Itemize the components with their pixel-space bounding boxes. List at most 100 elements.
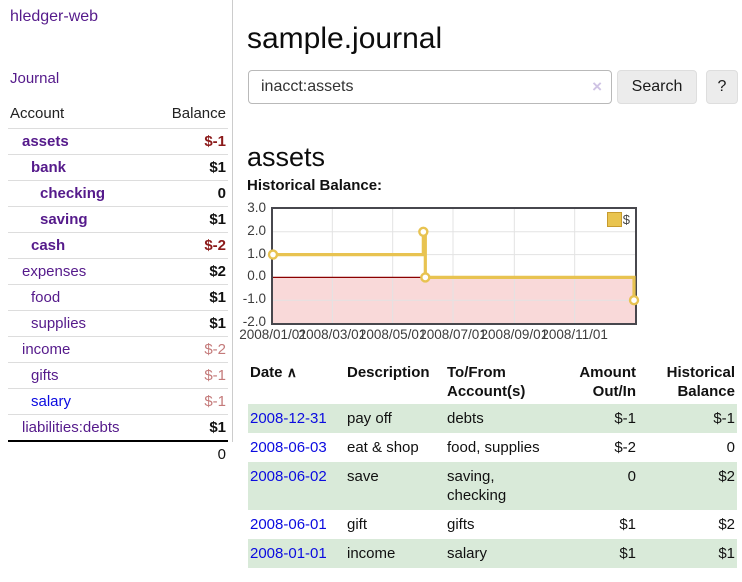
account-balance: $1	[153, 310, 228, 337]
chart-legend: $	[606, 212, 630, 227]
brand-link[interactable]: hledger-web	[10, 8, 99, 25]
transaction-description: save	[347, 468, 379, 485]
account-balance: $1	[153, 154, 228, 181]
account-heading: assets	[247, 142, 326, 173]
x-axis-tick-label: 2008/03/01	[298, 327, 367, 342]
account-row-assets: assets $-1	[8, 128, 228, 155]
chart-title: Historical Balance:	[247, 177, 383, 194]
account-row-income: income $-2	[8, 336, 228, 363]
y-axis-tick-label: 1.0	[247, 245, 266, 261]
transaction-row: 2008-12-31 pay off debts $-1 $-1	[248, 404, 737, 433]
accounts-col-balance: Balance	[171, 105, 226, 122]
sidebar-item-journal[interactable]: Journal	[10, 70, 60, 87]
account-row-food: food $1	[8, 284, 228, 311]
transaction-accounts: food, supplies	[447, 439, 540, 456]
account-link-food[interactable]: food	[31, 289, 61, 306]
transaction-accounts: saving, checking	[447, 468, 507, 504]
register-col-date-label: Date	[250, 364, 283, 381]
legend-swatch-icon	[606, 212, 622, 227]
register-table: Date ∧ Description To/From Account(s) Am…	[248, 360, 737, 568]
transaction-amount: 0	[627, 468, 636, 485]
y-axis-tick-label: 0.0	[247, 268, 266, 284]
transaction-date-link[interactable]: 2008-12-31	[250, 410, 327, 427]
transaction-amount: $1	[619, 516, 636, 533]
transaction-balance: $2	[718, 468, 735, 485]
account-row-supplies: supplies $1	[8, 310, 228, 337]
register-col-date[interactable]: Date ∧	[248, 360, 345, 404]
transaction-accounts: salary	[447, 545, 488, 562]
register-col-amount-line2: Out/In	[592, 383, 636, 400]
search-button[interactable]: Search	[617, 70, 697, 104]
register-col-accounts-line1: To/From	[447, 364, 506, 381]
data-point-marker	[267, 249, 279, 260]
account-link-liabilities-debts[interactable]: liabilities:debts	[22, 419, 120, 436]
register-header-row: Date ∧ Description To/From Account(s) Am…	[248, 360, 737, 404]
account-balance: $-1	[153, 388, 228, 415]
register-col-balance-line2: Balance	[677, 383, 735, 400]
transaction-row: 2008-01-01 income salary $1 $1	[248, 539, 737, 568]
y-axis-tick-label: 2.0	[247, 222, 266, 238]
transaction-date-link[interactable]: 2008-06-02	[250, 468, 327, 485]
search-input[interactable]	[248, 70, 612, 104]
account-link-bank[interactable]: bank	[31, 159, 67, 176]
transaction-description: pay off	[347, 410, 392, 427]
register-col-accounts-line2: Account(s)	[447, 383, 526, 400]
account-row-expenses: expenses $2	[8, 258, 228, 285]
account-row-saving: saving $1	[8, 206, 228, 233]
register-col-amount-line1: Amount	[579, 364, 636, 381]
account-link-checking[interactable]: checking	[40, 185, 106, 202]
data-point-marker	[628, 294, 640, 306]
account-row-gifts: gifts $-1	[8, 362, 228, 389]
account-link-supplies[interactable]: supplies	[31, 315, 87, 332]
transaction-description: eat & shop	[347, 439, 419, 456]
account-link-gifts[interactable]: gifts	[31, 367, 59, 384]
x-axis-tick-label: 2008/05/01	[358, 327, 427, 342]
account-balance: $-1	[153, 128, 228, 155]
search-box: ×	[248, 70, 612, 104]
account-balance: $1	[153, 206, 228, 233]
account-link-cash[interactable]: cash	[31, 237, 66, 254]
page-title: sample.journal	[247, 22, 443, 56]
transaction-row: 2008-06-03 eat & shop food, supplies $-2…	[248, 433, 737, 462]
account-link-salary[interactable]: salary	[31, 393, 72, 410]
transaction-date-link[interactable]: 2008-01-01	[250, 545, 327, 562]
account-link-assets[interactable]: assets	[22, 133, 69, 150]
account-row-salary: salary $-1	[8, 388, 228, 415]
help-button[interactable]: ?	[706, 70, 738, 104]
x-axis-tick-label: 2008/09/01	[480, 327, 549, 342]
register-col-accounts: To/From Account(s)	[445, 360, 555, 404]
transaction-amount: $-2	[614, 439, 636, 456]
account-link-income[interactable]: income	[22, 341, 71, 358]
historical-balance-chart: $	[267, 207, 640, 325]
accounts-col-account: Account	[10, 105, 65, 122]
accounts-table: Account Balance assets $-1 bank $1 check…	[8, 101, 228, 467]
accounts-header-row: Account Balance	[8, 101, 228, 129]
transaction-row: 2008-06-02 save saving, checking 0 $2	[248, 462, 737, 510]
account-balance: $1	[153, 414, 228, 441]
clear-search-icon[interactable]: ×	[592, 77, 602, 96]
transaction-balance: $1	[718, 545, 735, 562]
data-point-marker	[420, 272, 431, 283]
account-link-expenses[interactable]: expenses	[22, 263, 87, 280]
account-row-bank: bank $1	[8, 154, 228, 181]
account-balance: $1	[153, 284, 228, 311]
account-balance: 0	[153, 180, 228, 207]
accounts-total-value: 0	[153, 440, 228, 467]
transaction-amount: $1	[619, 545, 636, 562]
account-balance: $-2	[153, 336, 228, 363]
y-axis-tick-label: -1.0	[242, 291, 266, 307]
x-axis-tick-label: 2008/07/01	[419, 327, 487, 342]
transaction-date-link[interactable]: 2008-06-01	[250, 516, 327, 533]
register-col-amount: Amount Out/In	[555, 360, 638, 404]
transaction-accounts: debts	[447, 410, 484, 427]
transaction-description: gift	[347, 516, 368, 533]
y-axis-tick-label: 3.0	[247, 200, 266, 215]
register-col-description: Description	[347, 364, 430, 381]
transaction-row: 2008-06-01 gift gifts $1 $2	[248, 510, 737, 539]
accounts-total-row: 0	[8, 440, 228, 467]
transaction-date-link[interactable]: 2008-06-03	[250, 439, 327, 456]
sidebar-divider	[232, 0, 233, 442]
account-link-saving[interactable]: saving	[40, 211, 88, 228]
legend-label: $	[622, 212, 630, 227]
